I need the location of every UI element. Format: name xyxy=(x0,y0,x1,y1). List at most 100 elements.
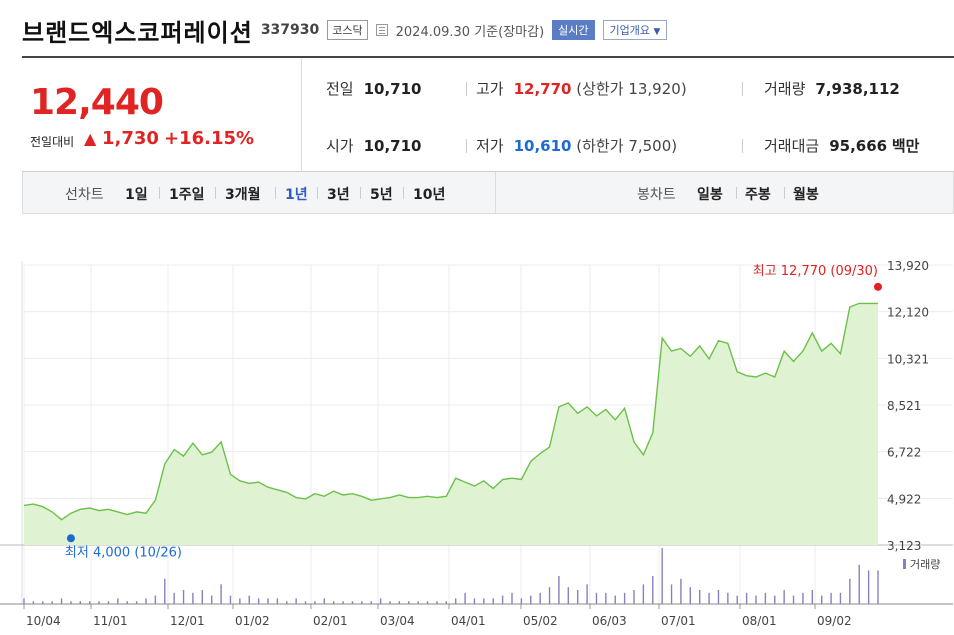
y-tick-label: 10,321 xyxy=(887,352,929,366)
volume-bar xyxy=(361,601,363,604)
x-tick-label: 05/02 xyxy=(523,614,558,628)
stock-code: 337930 xyxy=(260,22,320,38)
company-info-dropdown[interactable]: 기업개요 ▼ xyxy=(602,20,668,40)
period-1y[interactable]: 1년 xyxy=(285,187,308,203)
x-tick-label: 10/04 xyxy=(26,614,61,628)
divider xyxy=(742,139,743,153)
prev-value: 10,710 xyxy=(363,80,422,98)
company-name: 브랜드엑스코퍼레이션 xyxy=(22,18,253,47)
volume-bar xyxy=(811,590,814,604)
divider xyxy=(360,187,361,199)
amount-unit: 백만 xyxy=(891,137,920,155)
low-annotation: 최저 4,000 (10/26) xyxy=(65,545,182,560)
volume-bar xyxy=(820,595,823,604)
y-tick-label: 12,120 xyxy=(887,306,929,320)
period-3m[interactable]: 3개월 xyxy=(225,187,261,203)
candle-daily[interactable]: 일봉 xyxy=(697,187,723,203)
y-tick-label: 6,722 xyxy=(887,446,921,460)
period-5y[interactable]: 5년 xyxy=(370,187,393,203)
volume-bar xyxy=(473,598,476,604)
volume-bar xyxy=(60,598,63,604)
high-marker xyxy=(874,282,882,291)
period-3y[interactable]: 3년 xyxy=(327,187,350,203)
volume-bar xyxy=(32,601,35,604)
divider xyxy=(784,187,785,199)
volume-bar xyxy=(774,595,776,604)
volume-bar xyxy=(464,592,466,604)
y-tick-label: 3,123 xyxy=(887,539,921,553)
current-price: 12,440 xyxy=(30,82,164,123)
volume-bar xyxy=(98,601,100,604)
volume-bar xyxy=(436,601,438,604)
volume-bar xyxy=(595,592,598,604)
volume-bar xyxy=(257,598,260,604)
period-10y[interactable]: 10년 xyxy=(413,187,446,203)
volume-bar xyxy=(182,590,185,604)
volume-bar xyxy=(483,598,485,604)
divider xyxy=(275,187,276,199)
volume-bar xyxy=(586,584,588,604)
divider xyxy=(466,139,467,153)
amount-label: 거래대금 xyxy=(764,137,820,155)
volume-bar xyxy=(417,601,419,604)
volume-bar xyxy=(764,592,767,604)
chart-period-bar: 선차트 1일 1주일 3개월 1년 3년 5년 10년 봉차트 일봉 주봉 월봉 xyxy=(22,172,954,214)
volume-bar xyxy=(802,592,804,604)
high-price: 고가 12,770 (상한가 13,920) xyxy=(476,78,687,99)
upper-value: 13,920 xyxy=(628,80,681,98)
volume-bar xyxy=(867,570,870,604)
y-tick-label: 8,521 xyxy=(887,399,921,413)
volume-bar xyxy=(605,592,607,604)
divider xyxy=(466,82,467,96)
volume-bar xyxy=(539,592,541,604)
x-tick-label: 11/01 xyxy=(93,614,128,628)
market-badge: 코스닥 xyxy=(327,20,368,40)
period-1w[interactable]: 1주일 xyxy=(169,187,205,203)
line-chart-label: 선차트 xyxy=(65,187,104,203)
volume-bar xyxy=(135,601,138,604)
low-value: 10,610 xyxy=(513,137,572,155)
lower-close: ) xyxy=(671,137,678,155)
volume-bar xyxy=(192,592,194,604)
prev-close: 전일 10,710 xyxy=(326,78,422,99)
upper-close: ) xyxy=(680,80,687,98)
price-area xyxy=(24,303,878,545)
volume-bar xyxy=(342,601,344,604)
volume-bar xyxy=(314,601,316,604)
period-1d[interactable]: 1일 xyxy=(125,187,148,203)
candle-weekly[interactable]: 주봉 xyxy=(745,187,771,203)
volume-bar xyxy=(755,595,757,604)
volume-bar xyxy=(267,598,269,604)
x-tick-label: 04/01 xyxy=(451,614,486,628)
volume-bar xyxy=(88,601,91,604)
volume-bar xyxy=(623,592,626,604)
volume-bar xyxy=(661,548,663,604)
volume-bar xyxy=(858,564,860,604)
volume-bar xyxy=(154,595,157,604)
volume: 거래량 7,938,112 xyxy=(764,78,900,99)
volume-bar xyxy=(276,598,279,604)
volume-bar xyxy=(379,598,382,604)
base-date: 2024.09.30 기준(장마감) xyxy=(395,24,545,40)
y-tick-label: 13,920 xyxy=(887,259,929,273)
volume-bar xyxy=(351,601,354,604)
volume-bar xyxy=(717,590,720,604)
realtime-button[interactable]: 실시간 xyxy=(552,20,595,40)
divider xyxy=(159,187,160,199)
volume-bar xyxy=(126,601,128,604)
volume-bar xyxy=(558,576,560,604)
volume-bar xyxy=(220,584,222,604)
volume-bar xyxy=(652,576,654,604)
volume-bar xyxy=(145,598,147,604)
high-value: 12,770 xyxy=(513,80,572,98)
volume-legend-swatch xyxy=(903,559,906,569)
high-label: 고가 xyxy=(476,80,504,98)
volume-bar xyxy=(42,601,44,604)
amount-value: 95,666 xyxy=(829,137,888,155)
candle-monthly[interactable]: 월봉 xyxy=(793,187,819,203)
volume-bar xyxy=(445,601,448,604)
divider xyxy=(495,172,496,213)
divider xyxy=(317,187,318,199)
volume-bar xyxy=(454,598,457,604)
x-tick-label: 02/01 xyxy=(313,614,348,628)
